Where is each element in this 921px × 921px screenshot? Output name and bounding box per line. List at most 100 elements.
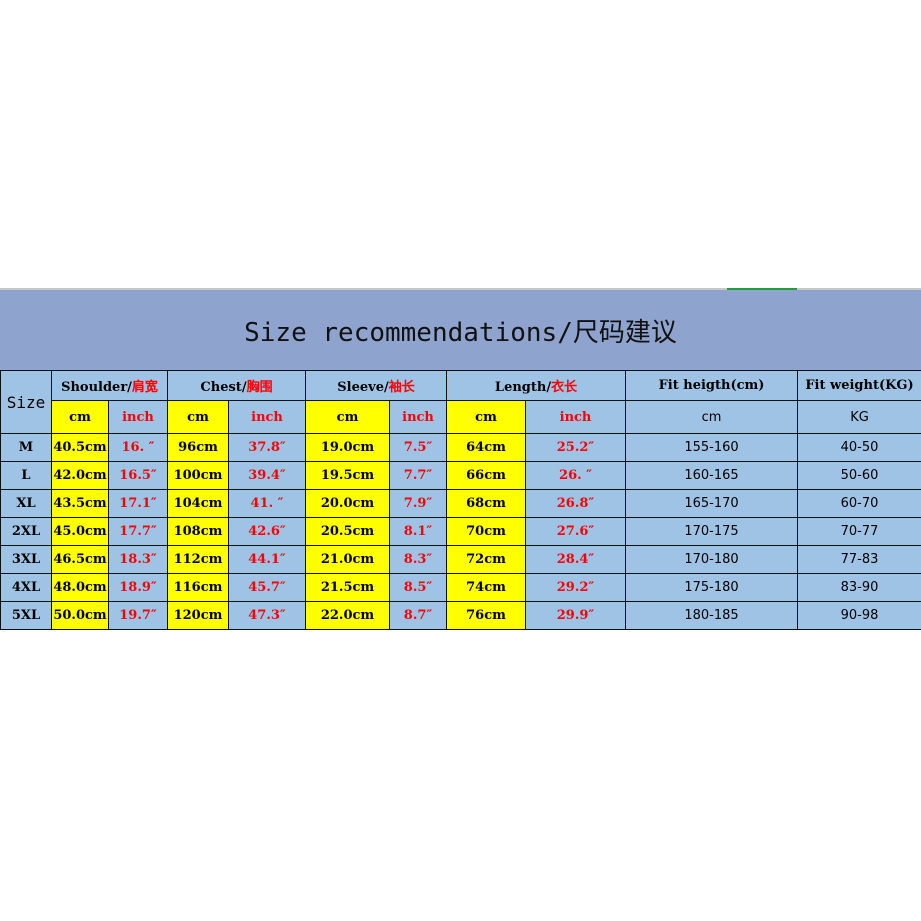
size-cell: 5XL <box>0 601 52 630</box>
size-cell: XL <box>0 489 52 518</box>
unit-cm: cm <box>446 400 527 434</box>
chest-inch: 45.7″ <box>227 573 307 602</box>
unit-cm: cm <box>167 400 229 434</box>
size-cell: 3XL <box>0 545 52 574</box>
fit-weight: 40-50 <box>797 433 921 462</box>
table-row: 4XL 48.0cm 18.9″ 116cm 45.7″ 21.5cm 8.5″ 74cm 29… <box>0 573 921 602</box>
sleeve-inch: 8.1″ <box>389 517 448 546</box>
length-inch: 26. ″ <box>525 461 627 490</box>
length-inch: 26.8″ <box>525 489 627 518</box>
sleeve-header: Sleeve/袖长 <box>305 370 448 401</box>
sleeve-cm: 21.0cm <box>305 545 391 574</box>
unit-fit-height: cm <box>625 400 799 434</box>
size-cell: M <box>0 433 52 462</box>
size-cell: 2XL <box>0 517 52 546</box>
length-header: Length/衣长 <box>446 370 627 401</box>
shoulder-inch: 17.1″ <box>108 489 168 518</box>
length-cm: 76cm <box>446 601 527 630</box>
shoulder-cm: 43.5cm <box>51 489 109 518</box>
chest-cm: 112cm <box>167 545 229 574</box>
fit-height: 165-170 <box>625 489 799 518</box>
table-row: 5XL 50.0cm 19.7″ 120cm 47.3″ 22.0cm 8.7″ 76cm 29… <box>0 601 921 630</box>
chest-cm: 104cm <box>167 489 229 518</box>
chest-cm: 100cm <box>167 461 229 490</box>
length-cm: 68cm <box>446 489 527 518</box>
table-row: M 40.5cm 16. ″ 96cm 37.8″ 19.0cm 7.5″ 64cm 25.2″… <box>0 433 921 462</box>
length-cm: 74cm <box>446 573 527 602</box>
size-cell: L <box>0 461 52 490</box>
fit-weight: 83-90 <box>797 573 921 602</box>
chest-cm: 120cm <box>167 601 229 630</box>
shoulder-inch: 19.7″ <box>108 601 168 630</box>
header-row-groups: Size Shoulder/肩宽 Chest/胸围 Sleeve/袖长 Leng… <box>0 370 921 434</box>
unit-cm: cm <box>305 400 391 434</box>
size-header: Size <box>0 370 52 434</box>
sleeve-inch: 8.7″ <box>389 601 448 630</box>
fit-height: 180-185 <box>625 601 799 630</box>
unit-cm: cm <box>51 400 109 434</box>
chest-header: Chest/胸围 <box>166 370 307 401</box>
sleeve-inch: 8.5″ <box>389 573 448 602</box>
sleeve-inch: 7.7″ <box>389 461 448 490</box>
table-row: L 42.0cm 16.5″ 100cm 39.4″ 19.5cm 7.7″ 66cm 26. … <box>0 461 921 490</box>
shoulder-cm: 48.0cm <box>51 573 109 602</box>
chest-cm: 108cm <box>167 517 229 546</box>
shoulder-inch: 18.3″ <box>108 545 168 574</box>
sleeve-cm: 20.0cm <box>305 489 391 518</box>
chest-inch: 47.3″ <box>227 601 307 630</box>
fit-height: 170-180 <box>625 545 799 574</box>
size-cell: 4XL <box>0 573 52 602</box>
fit-height-header: Fit heigth(cm) <box>625 370 799 401</box>
sleeve-cm: 19.0cm <box>305 433 391 462</box>
unit-inch: inch <box>227 400 307 434</box>
length-inch: 29.2″ <box>525 573 627 602</box>
shoulder-cm: 50.0cm <box>51 601 109 630</box>
fit-weight: 90-98 <box>797 601 921 630</box>
size-table: Size Shoulder/肩宽 Chest/胸围 Sleeve/袖长 Leng… <box>0 370 921 630</box>
sleeve-cm: 19.5cm <box>305 461 391 490</box>
chest-inch: 41. ″ <box>227 489 307 518</box>
unit-fit-weight: KG <box>797 400 921 434</box>
chart-title: Size recommendations/尺码建议 <box>0 290 921 370</box>
sleeve-inch: 7.9″ <box>389 489 448 518</box>
sleeve-cm: 22.0cm <box>305 601 391 630</box>
shoulder-cm: 42.0cm <box>51 461 109 490</box>
chest-cm: 116cm <box>167 573 229 602</box>
fit-height: 175-180 <box>625 573 799 602</box>
fit-weight-header: Fit weight(KG) <box>797 370 921 401</box>
chest-inch: 37.8″ <box>227 433 307 462</box>
top-border <box>0 288 921 290</box>
sleeve-inch: 8.3″ <box>389 545 448 574</box>
length-cm: 66cm <box>446 461 527 490</box>
shoulder-cm: 45.0cm <box>51 517 109 546</box>
length-inch: 27.6″ <box>525 517 627 546</box>
fit-height: 160-165 <box>625 461 799 490</box>
length-cm: 70cm <box>446 517 527 546</box>
chest-inch: 44.1″ <box>227 545 307 574</box>
shoulder-inch: 17.7″ <box>108 517 168 546</box>
green-marker <box>727 288 797 290</box>
length-inch: 29.9″ <box>525 601 627 630</box>
unit-inch: inch <box>525 400 627 434</box>
table-row: XL 43.5cm 17.1″ 104cm 41. ″ 20.0cm 7.9″ 68cm 26.… <box>0 489 921 518</box>
length-inch: 28.4″ <box>525 545 627 574</box>
shoulder-inch: 18.9″ <box>108 573 168 602</box>
length-cm: 72cm <box>446 545 527 574</box>
sleeve-cm: 20.5cm <box>305 517 391 546</box>
chest-cm: 96cm <box>167 433 229 462</box>
unit-inch: inch <box>108 400 168 434</box>
table-row: 2XL 45.0cm 17.7″ 108cm 42.6″ 20.5cm 8.1″ 70cm 27… <box>0 517 921 546</box>
shoulder-cm: 46.5cm <box>51 545 109 574</box>
shoulder-header: Shoulder/肩宽 <box>51 370 168 401</box>
shoulder-inch: 16. ″ <box>108 433 168 462</box>
chest-inch: 39.4″ <box>227 461 307 490</box>
table-row: 3XL 46.5cm 18.3″ 112cm 44.1″ 21.0cm 8.3″ 72cm 28… <box>0 545 921 574</box>
fit-weight: 77-83 <box>797 545 921 574</box>
chest-inch: 42.6″ <box>227 517 307 546</box>
shoulder-cm: 40.5cm <box>51 433 109 462</box>
fit-weight: 50-60 <box>797 461 921 490</box>
unit-inch: inch <box>389 400 448 434</box>
sleeve-cm: 21.5cm <box>305 573 391 602</box>
shoulder-inch: 16.5″ <box>108 461 168 490</box>
sleeve-inch: 7.5″ <box>389 433 448 462</box>
